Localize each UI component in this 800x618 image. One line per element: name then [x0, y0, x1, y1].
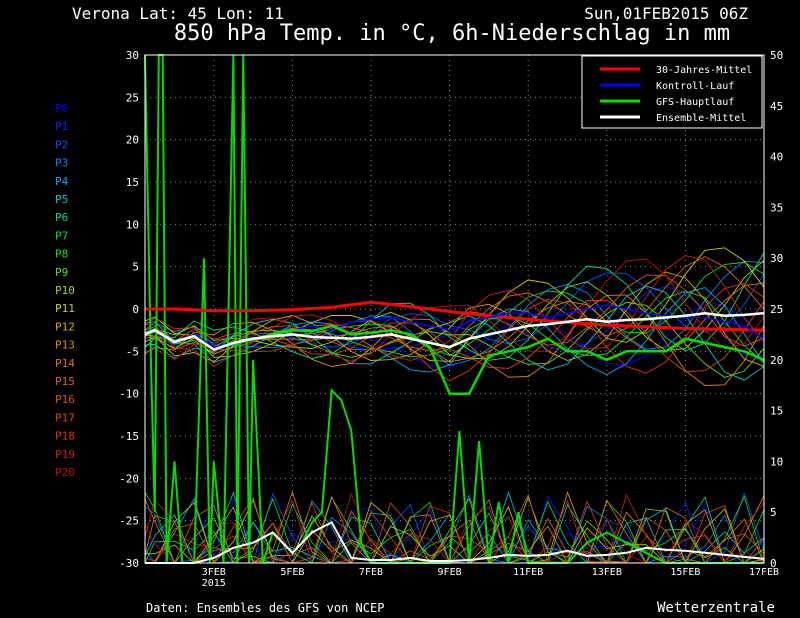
member-label-p15: P15 [55, 375, 75, 388]
legend-label: 30-Jahres-Mittel [656, 65, 752, 76]
member-label-p10: P10 [55, 284, 75, 297]
member-label-p7: P7 [55, 229, 68, 242]
member-legend: P0 P1 P2 P3 P4 P5 P6 P7 P8 P9 P10 P11 P12 P13 P14 P15 P1… [55, 102, 75, 479]
member-label-p16: P16 [55, 393, 75, 406]
member-label-p13: P13 [55, 339, 75, 352]
left-tick-label: 30 [126, 49, 139, 62]
legend-label: Ensemble-Mittel [656, 113, 746, 124]
left-tick-label: 5 [132, 261, 139, 274]
left-tick-label: 15 [126, 176, 139, 189]
left-tick-label: -20 [119, 472, 139, 485]
member-label-p8: P8 [55, 248, 68, 261]
left-tick-label: 25 [126, 91, 139, 104]
left-axis-ticks: 30 25 20 15 10 5 0 -5 -10 -15 -20 -25 -30 [119, 49, 139, 570]
left-tick-label: 0 [132, 303, 139, 316]
temp-line-ensemble-mittel [144, 311, 765, 351]
right-tick-label: 15 [770, 405, 783, 418]
member-label-p5: P5 [55, 193, 68, 206]
left-tick-label: -10 [119, 388, 139, 401]
left-tick-label: -25 [119, 515, 139, 528]
legend-label: Kontroll-Lauf [656, 81, 734, 92]
member-label-p12: P12 [55, 320, 75, 333]
left-tick-label: -5 [126, 345, 139, 358]
member-label-p2: P2 [55, 138, 68, 151]
right-tick-label: 5 [770, 506, 777, 519]
member-precip-p18 [145, 500, 765, 564]
x-tick-label: 9FEB [438, 567, 462, 578]
x-tick-label: 3FEB [202, 567, 226, 578]
legend-label: GFS-Hauptlauf [656, 97, 734, 108]
member-label-p1: P1 [55, 120, 68, 133]
member-label-p11: P11 [55, 302, 75, 315]
member-label-p20: P20 [55, 466, 75, 479]
right-tick-label: 25 [770, 303, 783, 316]
member-label-p3: P3 [55, 157, 68, 170]
legend-box: 30-Jahres-Mittel Kontroll-Lauf GFS-Hauptla… [581, 55, 763, 129]
x-tick-sublabel: 2015 [202, 578, 226, 589]
right-tick-label: 30 [770, 252, 783, 265]
right-tick-label: 10 [770, 455, 783, 468]
member-label-p17: P17 [55, 411, 75, 424]
right-tick-label: 40 [770, 151, 783, 164]
plot-frame [144, 54, 765, 564]
x-tick-label: 17FEB [749, 567, 779, 578]
precip-line-ensemble-mittel [145, 521, 765, 564]
location-label: Verona Lat: 45 Lon: 11 [72, 4, 284, 23]
datetime-label: Sun,01FEB2015 06Z [584, 4, 748, 23]
member-label-p9: P9 [55, 266, 68, 279]
left-tick-label: 10 [126, 218, 139, 231]
member-label-p4: P4 [55, 175, 69, 188]
right-tick-label: 50 [770, 49, 783, 62]
left-tick-label: 20 [126, 134, 139, 147]
member-label-p14: P14 [55, 357, 75, 370]
brand-label: Wetterzentrale [657, 600, 775, 616]
member-label-p19: P19 [55, 448, 75, 461]
x-tick-label: 11FEB [513, 567, 543, 578]
data-source-label: Daten: Ensembles des GFS von NCEP [146, 601, 384, 615]
left-tick-label: -30 [119, 557, 139, 570]
chart-title: 850 hPa Temp. in °C, 6h-Niederschlag in … [174, 21, 730, 46]
right-tick-label: 45 [770, 100, 783, 113]
x-tick-label: 5FEB [280, 567, 304, 578]
member-label-p0: P0 [55, 102, 68, 115]
x-tick-label: 13FEB [592, 567, 622, 578]
series-lines [144, 54, 765, 564]
right-tick-label: 0 [770, 557, 777, 570]
x-tick-label: 15FEB [670, 567, 700, 578]
left-tick-label: -15 [119, 430, 139, 443]
x-tick-label: 7FEB [359, 567, 383, 578]
temp-line-30-jahres-mittel [145, 300, 765, 332]
member-label-p6: P6 [55, 211, 68, 224]
right-tick-label: 20 [770, 354, 783, 367]
member-label-p18: P18 [55, 430, 75, 443]
right-tick-label: 35 [770, 201, 783, 214]
